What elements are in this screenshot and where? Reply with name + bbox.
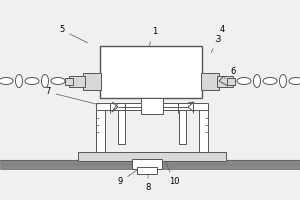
Bar: [199, 104, 208, 152]
Ellipse shape: [25, 77, 39, 84]
Bar: [141, 98, 163, 114]
Bar: [69, 76, 85, 87]
Ellipse shape: [263, 77, 277, 84]
Bar: [78, 152, 226, 161]
Bar: [217, 76, 233, 87]
Bar: [118, 106, 125, 144]
Ellipse shape: [41, 74, 49, 88]
Ellipse shape: [237, 77, 251, 84]
Ellipse shape: [0, 77, 13, 84]
Bar: [227, 78, 235, 85]
Text: 1: 1: [149, 27, 158, 45]
Text: 4: 4: [216, 25, 225, 42]
Text: 5: 5: [59, 25, 88, 43]
Text: 7: 7: [45, 88, 97, 104]
Ellipse shape: [289, 77, 300, 84]
Bar: [96, 103, 208, 110]
Bar: [83, 73, 101, 90]
Text: 10: 10: [166, 163, 179, 186]
Text: 6: 6: [224, 68, 236, 78]
Text: 3: 3: [211, 34, 221, 53]
Bar: [65, 78, 73, 85]
Text: 9: 9: [117, 170, 138, 186]
Bar: [96, 104, 105, 152]
Ellipse shape: [51, 77, 65, 84]
Ellipse shape: [16, 74, 22, 88]
Text: 8: 8: [145, 175, 151, 192]
Bar: [100, 46, 202, 98]
Ellipse shape: [254, 74, 260, 88]
Bar: [179, 106, 186, 144]
Bar: [132, 159, 162, 169]
Bar: [201, 73, 219, 90]
Ellipse shape: [280, 74, 286, 88]
Bar: [137, 167, 157, 174]
